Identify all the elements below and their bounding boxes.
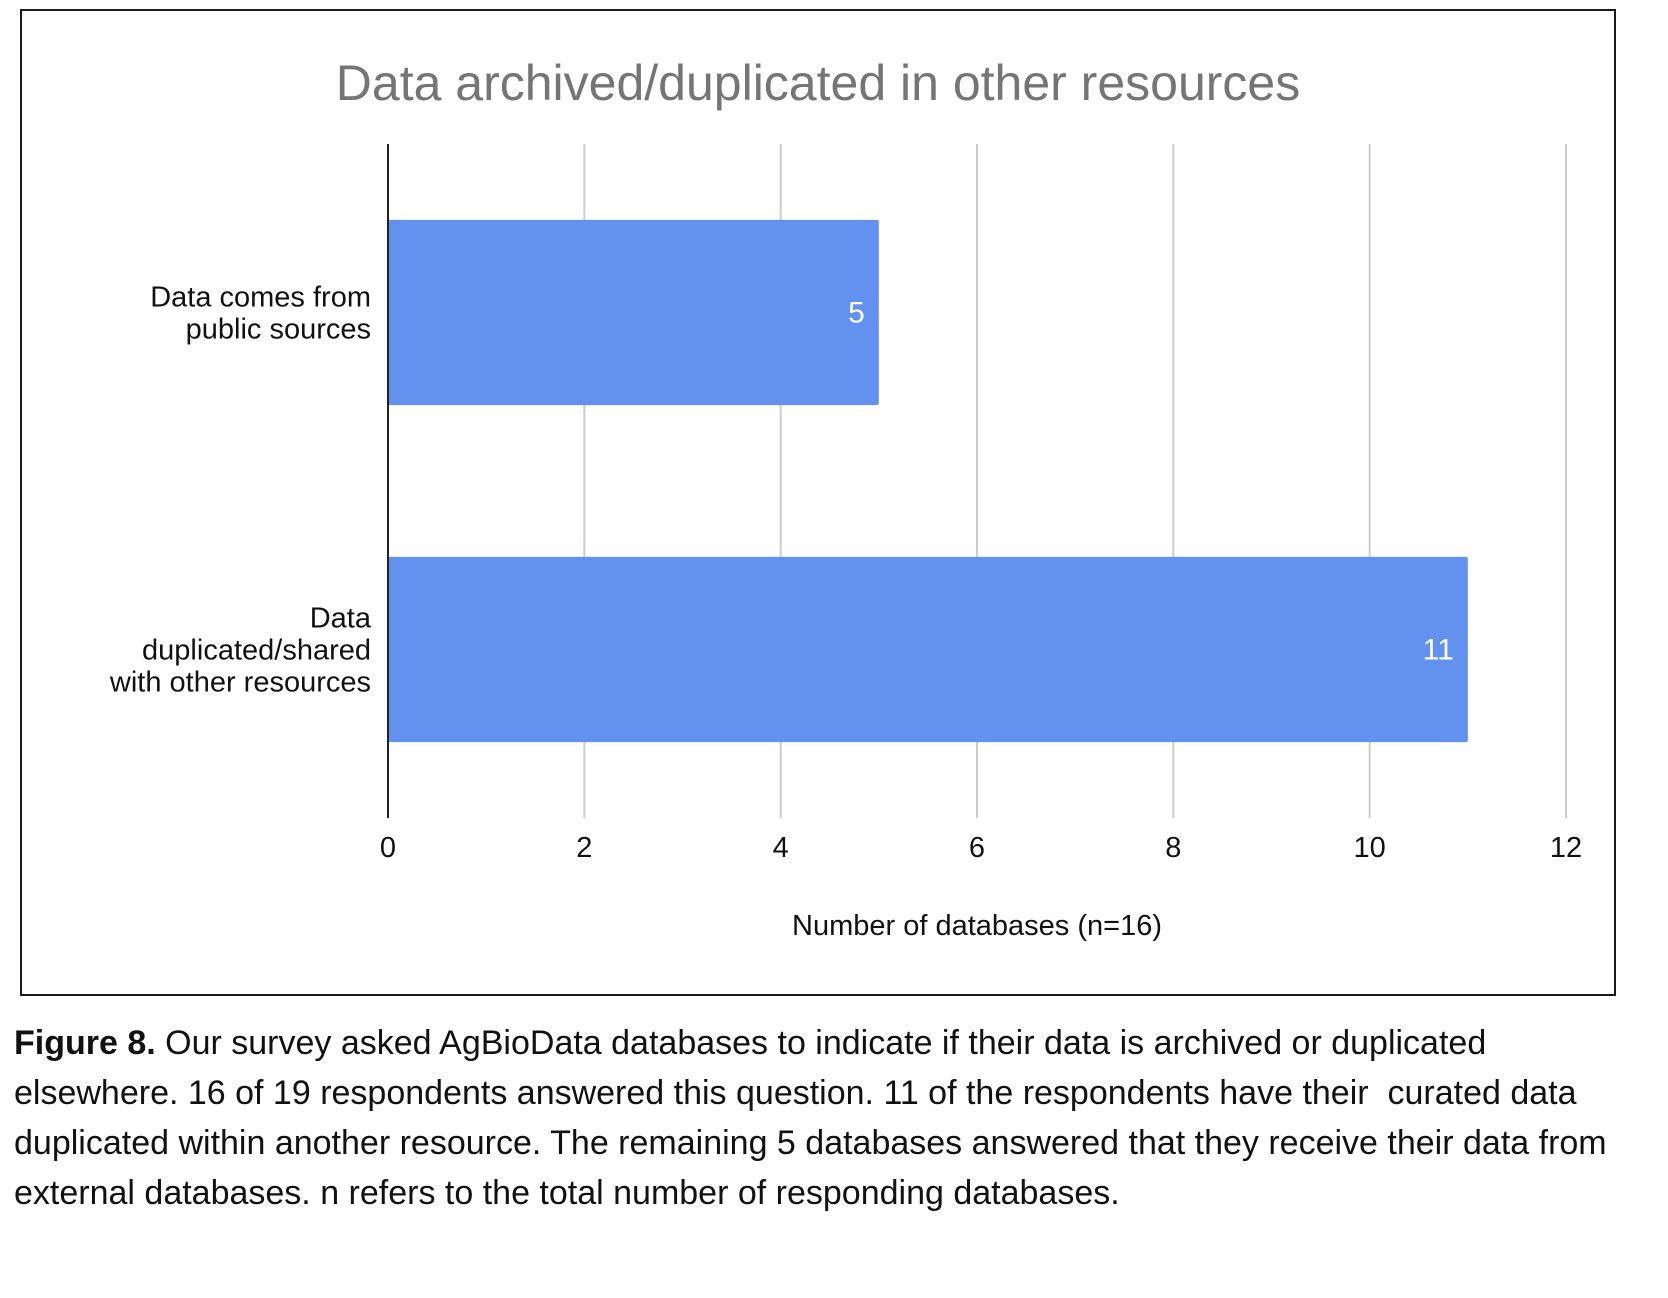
- figure-caption: Figure 8. Our survey asked AgBioData dat…: [14, 1018, 1654, 1218]
- category-label-line: Data comes from: [150, 282, 371, 314]
- figure-label: Figure 8.: [14, 1024, 156, 1062]
- chart-frame: [20, 9, 1616, 996]
- x-tick-label: 8: [1165, 832, 1181, 864]
- x-tick-label: 6: [969, 832, 985, 864]
- bars: 5 11: [388, 219, 1468, 743]
- chart-title: Data archived/duplicated in other resour…: [336, 55, 1300, 111]
- x-tick-label: 12: [1550, 832, 1582, 864]
- x-tick-label: 4: [773, 832, 789, 864]
- category-label-line: with other resources: [109, 667, 371, 699]
- bar: [388, 556, 1468, 743]
- category-label-line: Data: [310, 603, 372, 635]
- bar-data-label: 11: [1423, 634, 1454, 667]
- bar: [388, 219, 879, 406]
- category-label-line: public sources: [186, 314, 371, 346]
- category-label: Data comes from public sources: [150, 282, 371, 346]
- x-tick-label: 0: [380, 832, 396, 864]
- caption-text: Our survey asked AgBioData databases to …: [14, 1024, 1617, 1212]
- category-labels: Data comes from public sources Data duplica…: [109, 282, 372, 699]
- category-label: Data duplicated/shared with other resource…: [109, 603, 372, 699]
- x-tick-label: 2: [576, 832, 592, 864]
- x-tick-labels: 0 2 4 6 8 10 12: [380, 832, 1582, 864]
- bar-data-label: 5: [848, 297, 865, 330]
- x-axis-title: Number of databases (n=16): [792, 910, 1162, 942]
- x-tick-label: 10: [1354, 832, 1386, 864]
- category-label-line: duplicated/shared: [142, 635, 371, 667]
